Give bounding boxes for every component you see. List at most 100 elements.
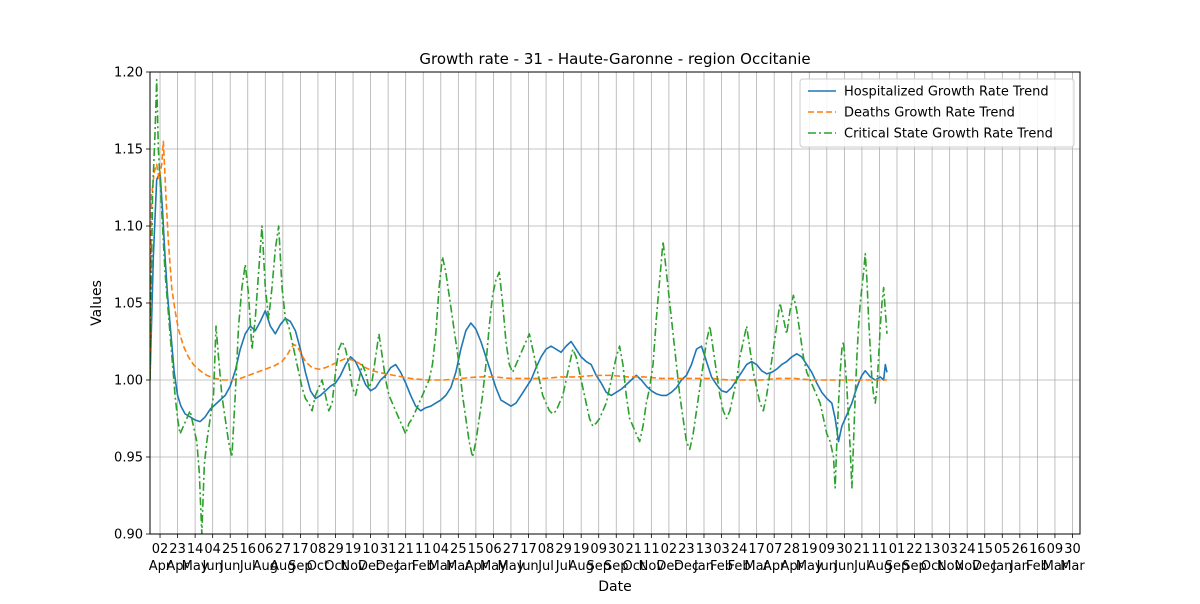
grid-lines [150, 71, 1080, 535]
x-tick-month-label: Aug [270, 559, 295, 574]
x-tick-day-label: 07 [766, 542, 783, 557]
x-tick-day-label: 28 [783, 542, 800, 557]
x-tick-day-label: 24 [731, 542, 748, 557]
legend-label-2: Critical State Growth Rate Trend [844, 127, 1053, 142]
x-tick-day-label: 30 [1064, 542, 1081, 557]
x-tick-month-label: Jan [395, 559, 416, 574]
x-tick-month-label: Jul [853, 559, 870, 574]
x-tick-day-label: 16 [239, 542, 256, 557]
x-tick-month-label: Mar [1043, 559, 1068, 574]
x-tick-month-label: Jun [219, 559, 240, 574]
x-tick-day-label: 11 [871, 542, 888, 557]
y-tick-label: 1.20 [114, 66, 143, 81]
x-tick-month-label: Oct [921, 559, 943, 574]
x-tick-month-label: Jun [833, 559, 854, 574]
x-tick-month-label: Dec [674, 559, 699, 574]
x-tick-day-label: 16 [1029, 542, 1046, 557]
x-tick-day-label: 06 [257, 542, 274, 557]
x-tick-month-label: Mar [744, 559, 769, 574]
x-tick-day-label: 10 [362, 542, 379, 557]
series-line-2 [150, 78, 888, 534]
x-tick-day-label: 29 [327, 542, 344, 557]
x-tick-month-label: Apr [465, 559, 488, 574]
x-tick-month-label: Sep [902, 559, 927, 574]
y-tick-label: 0.95 [114, 451, 143, 466]
x-tick-day-label: 04 [204, 542, 221, 557]
series-line-1 [150, 140, 887, 381]
x-tick-day-label: 09 [1047, 542, 1064, 557]
x-tick-month-label: Jun [816, 559, 837, 574]
x-tick-day-label: 29 [555, 542, 572, 557]
x-tick-day-label: 01 [889, 542, 906, 557]
x-tick-day-label: 14 [187, 542, 204, 557]
axis-ticks: 0.90 0.95 1.00 1.05 1.10 1.15 1.20 02 Apr 23 Apr 14… [114, 66, 1085, 575]
x-tick-day-label: 27 [275, 542, 292, 557]
y-tick-label: 1.00 [114, 374, 143, 389]
x-tick-day-label: 09 [590, 542, 607, 557]
x-tick-month-label: May [498, 559, 525, 574]
x-tick-month-label: Feb [710, 559, 733, 574]
x-tick-day-label: 25 [450, 542, 467, 557]
x-tick-month-label: May [796, 559, 823, 574]
x-tick-month-label: Aug [867, 559, 892, 574]
x-tick-day-label: 17 [520, 542, 537, 557]
x-tick-day-label: 21 [854, 542, 871, 557]
x-tick-day-label: 03 [941, 542, 958, 557]
x-tick-month-label: May [480, 559, 507, 574]
x-tick-month-label: Jul [239, 559, 256, 574]
x-tick-day-label: 23 [678, 542, 695, 557]
x-tick-day-label: 06 [485, 542, 502, 557]
x-tick-day-label: 22 [906, 542, 923, 557]
x-tick-day-label: 11 [643, 542, 660, 557]
x-tick-day-label: 21 [397, 542, 414, 557]
x-tick-month-label: Dec [376, 559, 401, 574]
x-axis-label: Date [598, 579, 631, 595]
x-tick-month-label: Jun [202, 559, 223, 574]
x-tick-day-label: 31 [380, 542, 397, 557]
y-tick-label: 1.15 [114, 143, 143, 158]
x-tick-month-label: Oct [623, 559, 645, 574]
chart-title: Growth rate - 31 - Haute-Garonne - regio… [419, 50, 810, 68]
x-tick-day-label: 24 [959, 542, 976, 557]
legend-label-1: Deaths Growth Rate Trend [844, 106, 1015, 121]
x-tick-month-label: Dec [358, 559, 383, 574]
x-tick-day-label: 08 [310, 542, 327, 557]
y-tick-label: 0.90 [114, 528, 143, 543]
x-tick-month-label: Jan [693, 559, 714, 574]
x-tick-month-label: Nov [639, 559, 665, 574]
x-tick-day-label: 05 [994, 542, 1011, 557]
legend-label-0: Hospitalized Growth Rate Trend [844, 85, 1049, 100]
series-lines [150, 78, 888, 534]
x-tick-month-label: Mar [429, 559, 454, 574]
x-tick-day-label: 02 [152, 542, 169, 557]
x-tick-month-label: Sep [885, 559, 910, 574]
x-tick-day-label: 02 [661, 542, 678, 557]
x-tick-day-label: 19 [345, 542, 362, 557]
x-tick-month-label: Aug [568, 559, 593, 574]
x-tick-day-label: 04 [433, 542, 450, 557]
x-tick-day-label: 15 [468, 542, 485, 557]
x-tick-month-label: Dec [656, 559, 681, 574]
x-tick-month-label: Feb [412, 559, 435, 574]
x-tick-day-label: 03 [713, 542, 730, 557]
x-tick-day-label: 21 [626, 542, 643, 557]
y-tick-label: 1.05 [114, 297, 143, 312]
x-tick-month-label: Sep [604, 559, 629, 574]
x-tick-day-label: 26 [1012, 542, 1029, 557]
x-tick-day-label: 25 [222, 542, 239, 557]
x-tick-day-label: 30 [608, 542, 625, 557]
x-tick-month-label: Jul [537, 559, 554, 574]
x-tick-day-label: 23 [169, 542, 186, 557]
x-tick-month-label: Apr [149, 559, 172, 574]
legend: Hospitalized Growth Rate Trend Deaths Gro… [799, 78, 1075, 148]
series-line-0 [150, 171, 888, 443]
x-tick-month-label: Jun [517, 559, 538, 574]
x-tick-day-label: 17 [748, 542, 765, 557]
x-tick-month-label: Apr [166, 559, 189, 574]
x-tick-month-label: Jan [991, 559, 1012, 574]
y-axis-label: Values [89, 280, 105, 326]
x-tick-month-label: Jul [555, 559, 572, 574]
x-tick-day-label: 15 [976, 542, 993, 557]
